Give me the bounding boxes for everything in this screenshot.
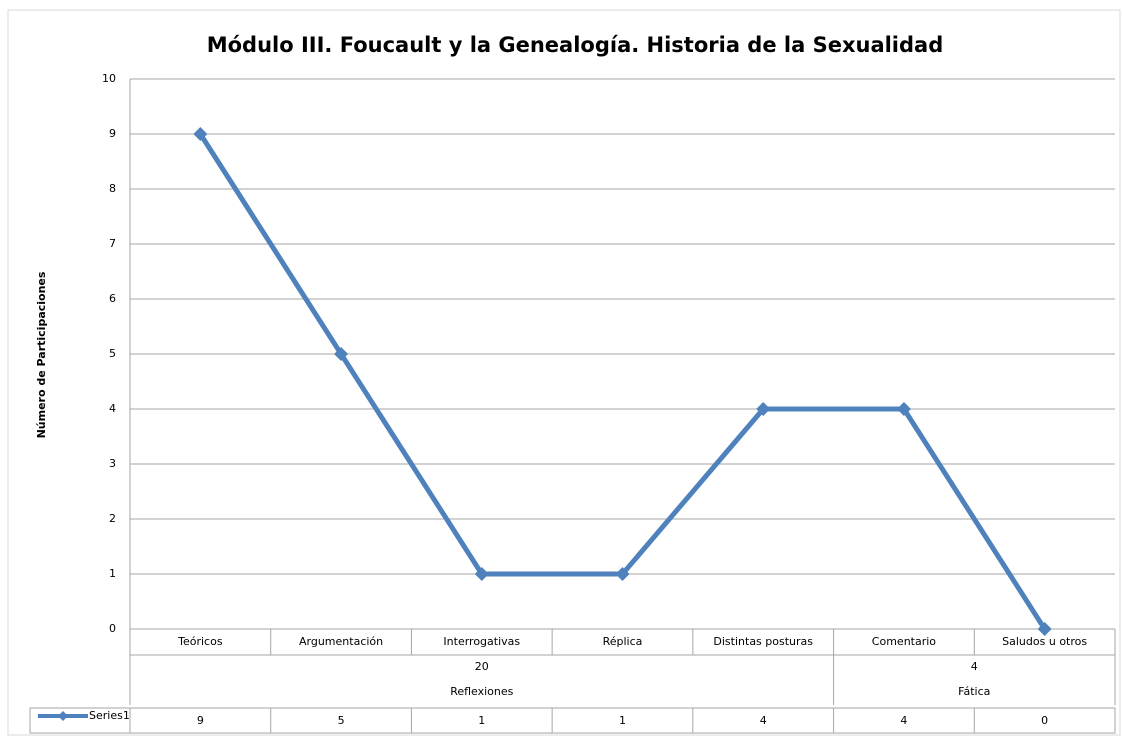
group-total: 20: [475, 660, 489, 673]
point-marker: [193, 127, 208, 141]
y-tick-label: 5: [109, 347, 116, 360]
x-tick-label: Réplica: [603, 635, 643, 648]
y-tick-label: 10: [102, 72, 116, 85]
legend-label: Series1: [89, 709, 130, 722]
legend-marker: [58, 711, 68, 721]
group-label: Fática: [958, 685, 990, 698]
point-marker: [756, 402, 771, 416]
x-tick-label: Saludos u otros: [1002, 635, 1087, 648]
point-marker: [896, 402, 911, 416]
table-value: 9: [197, 714, 204, 727]
table-value: 1: [619, 714, 626, 727]
x-tick-label: Argumentación: [299, 635, 383, 648]
table-value: 4: [760, 714, 767, 727]
chart-border: [7, 9, 1121, 736]
x-tick-label: Interrogativas: [443, 635, 520, 648]
chart-title: Módulo III. Foucault y la Genealogía. Hi…: [207, 33, 944, 57]
y-tick-label: 2: [109, 512, 116, 525]
group-label: Reflexiones: [450, 685, 513, 698]
y-tick-label: 9: [109, 127, 116, 140]
y-tick-label: 6: [109, 292, 116, 305]
y-tick-label: 4: [109, 402, 116, 415]
data-table-row: [29, 707, 1116, 734]
group-total: 4: [971, 660, 978, 673]
x-tick-label: Distintas posturas: [713, 635, 813, 648]
point-marker: [474, 567, 489, 581]
x-tick-label: Comentario: [872, 635, 936, 648]
table-value: 4: [900, 714, 907, 727]
point-marker: [334, 347, 349, 361]
y-tick-label: 3: [109, 457, 116, 470]
point-marker: [1037, 622, 1052, 636]
x-tick-label: Teóricos: [177, 635, 223, 648]
point-marker: [615, 567, 630, 581]
y-tick-label: 8: [109, 182, 116, 195]
y-tick-label: 1: [109, 567, 116, 580]
table-value: 0: [1041, 714, 1048, 727]
y-tick-label: 0: [109, 622, 116, 635]
table-value: 5: [338, 714, 345, 727]
y-axis-label: Número de Participaciones: [35, 271, 48, 438]
table-value: 1: [478, 714, 485, 727]
y-tick-label: 7: [109, 237, 116, 250]
